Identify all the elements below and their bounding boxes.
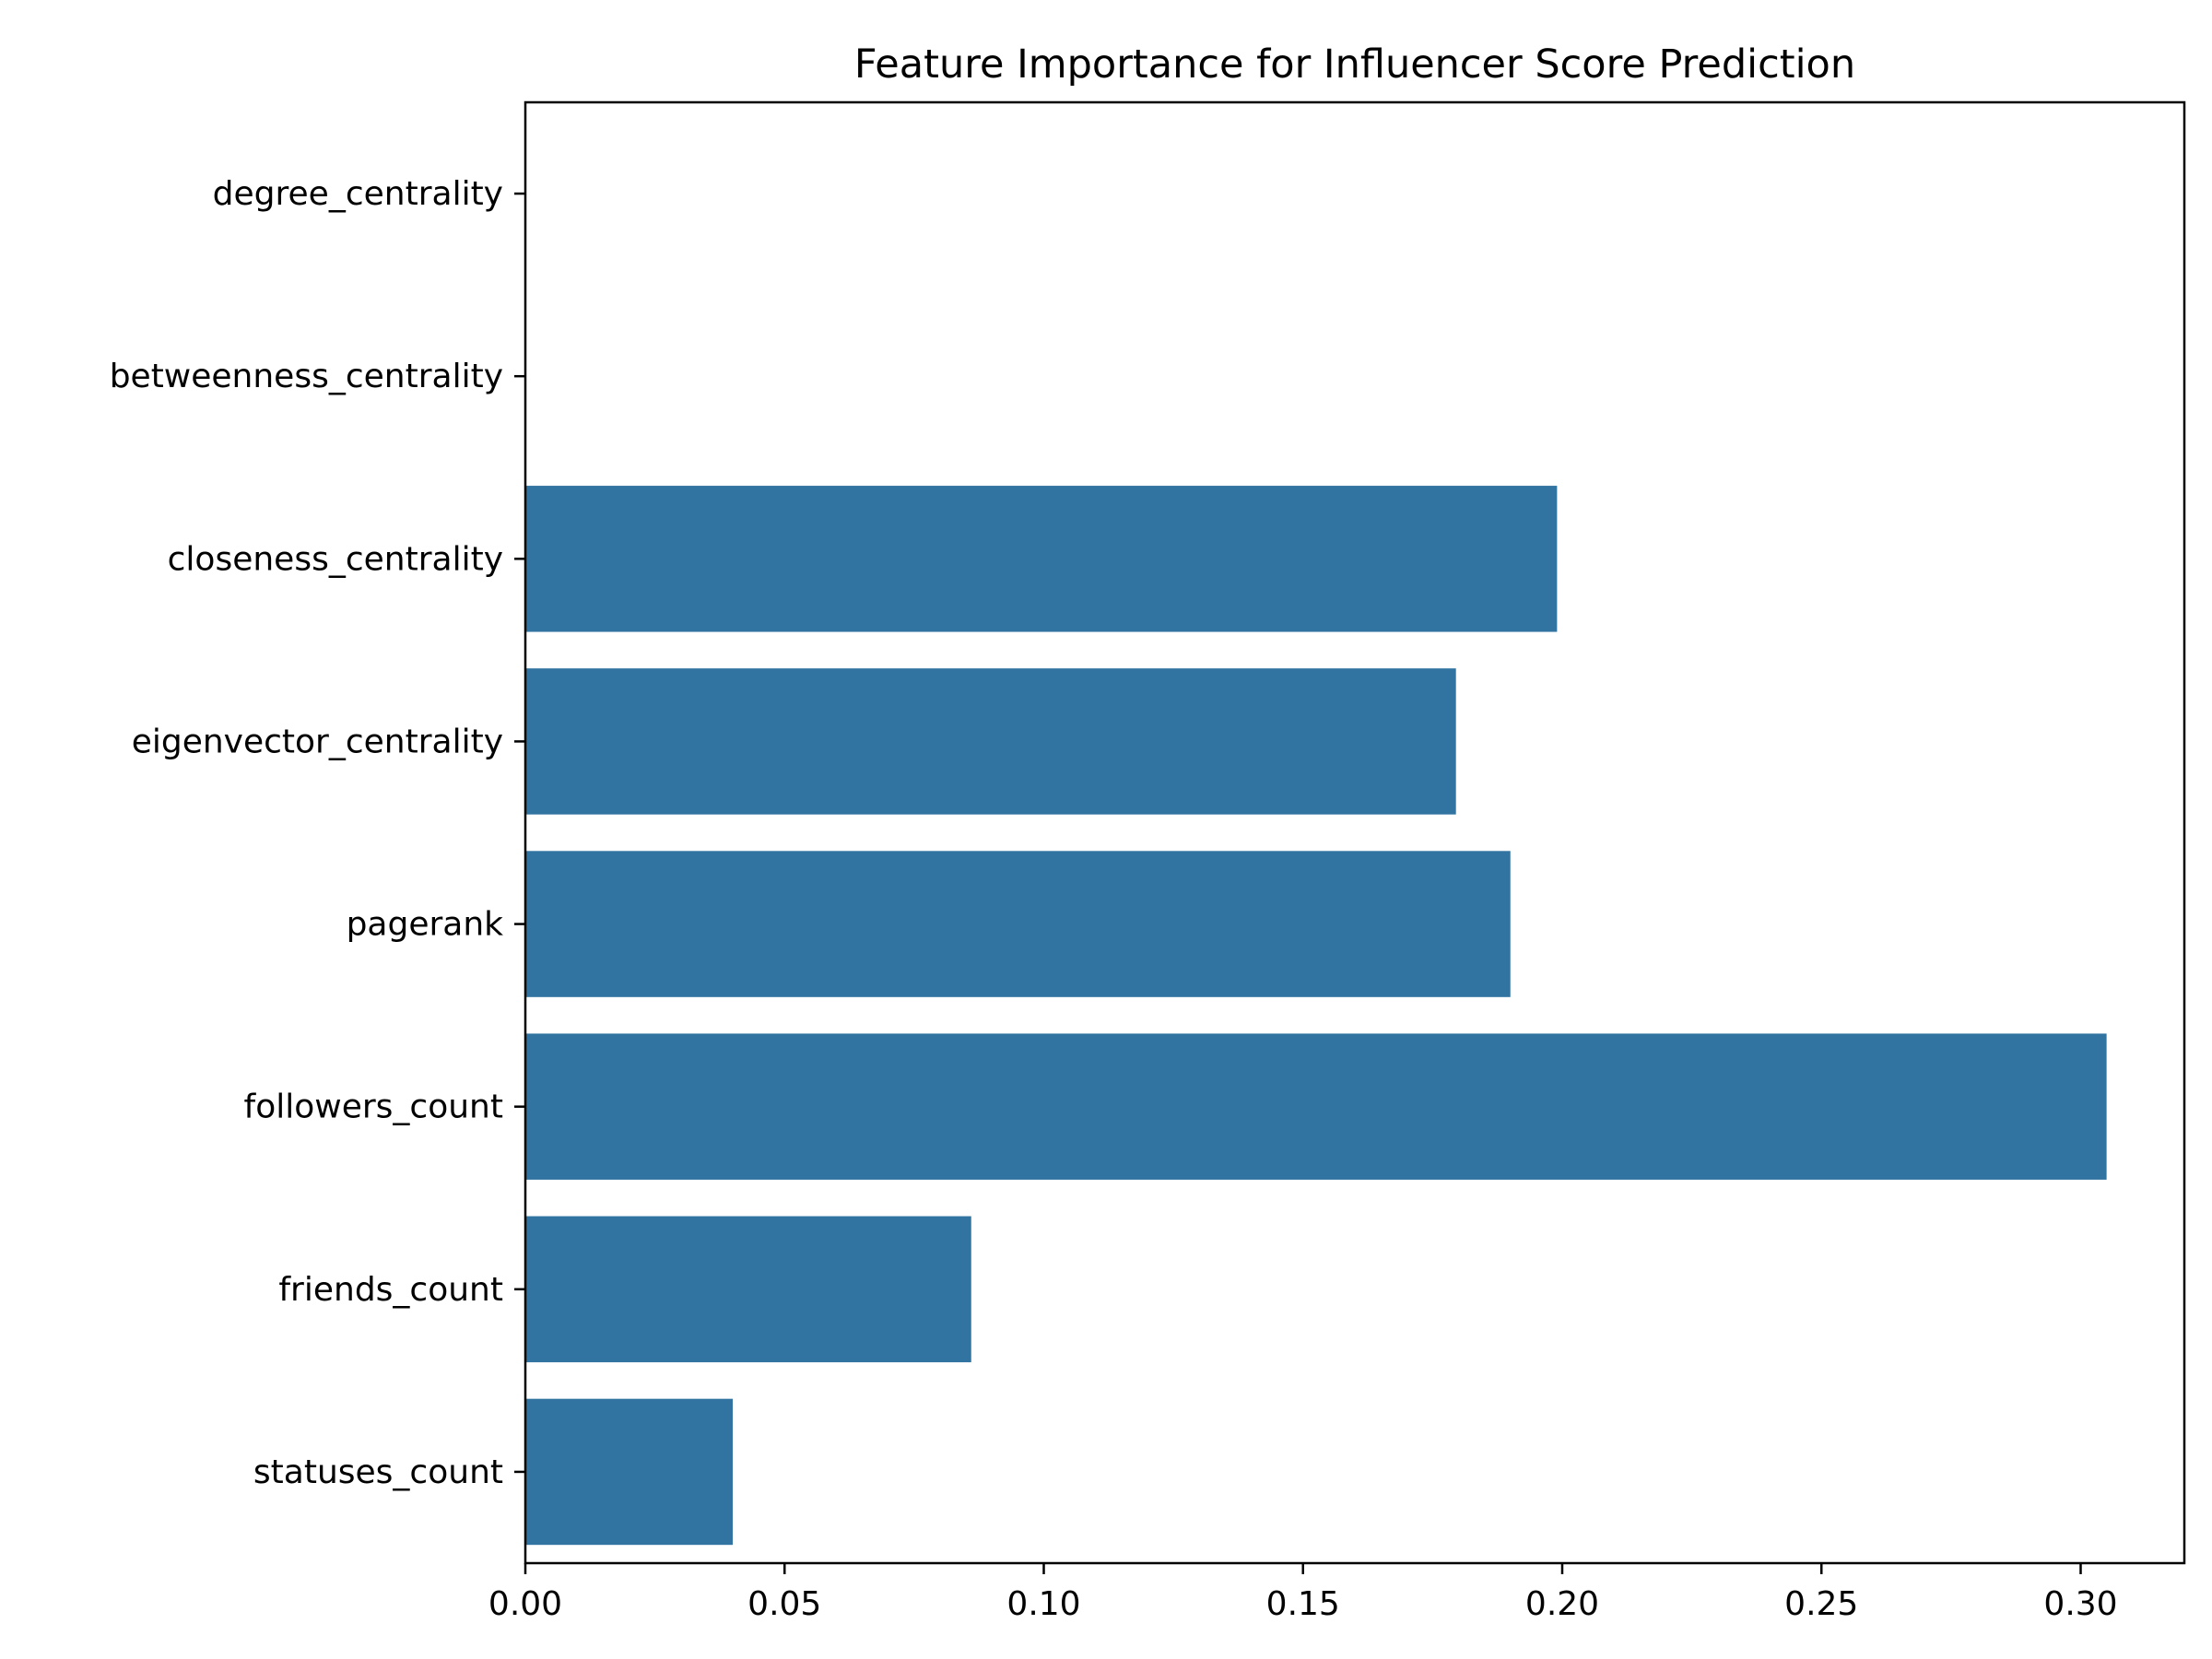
x-tick-label: 0.30	[2043, 1585, 2117, 1623]
bars-group	[525, 486, 2107, 1546]
bar-pagerank	[525, 851, 1511, 997]
x-tick-label: 0.05	[747, 1585, 821, 1623]
bar-followers-count	[525, 1033, 2107, 1180]
y-tick-label: friends_count	[278, 1271, 503, 1309]
plot-frame	[524, 100, 2186, 1565]
y-tick-label: pagerank	[347, 906, 504, 944]
y-tick-label: closeness_centrality	[168, 540, 503, 578]
y-tick-label: eigenvector_centrality	[132, 723, 503, 760]
x-tick-label: 0.25	[1784, 1585, 1858, 1623]
y-tick-label: degree_centrality	[213, 175, 503, 213]
x-axis-ticks: 0.00 0.05 0.10 0.15 0.20 0.25 0.30	[488, 1563, 2118, 1623]
x-tick-label: 0.00	[488, 1585, 562, 1623]
y-tick-label: betweenness_centrality	[110, 358, 503, 395]
x-tick-label: 0.15	[1266, 1585, 1340, 1623]
bar-closeness-centrality	[525, 486, 1558, 632]
x-tick-label: 0.20	[1525, 1585, 1599, 1623]
bar-statuses-count	[525, 1398, 733, 1546]
x-tick-label: 0.10	[1006, 1585, 1080, 1623]
y-tick-label: statuses_count	[253, 1453, 503, 1491]
y-tick-label: followers_count	[244, 1088, 503, 1126]
bar-friends-count	[525, 1216, 971, 1363]
chart-title: Feature Importance for Influencer Score …	[854, 41, 1855, 88]
bar-eigenvector-centrality	[525, 668, 1456, 815]
y-axis-ticks: degree_centrality betweenness_centralityc…	[110, 175, 525, 1491]
